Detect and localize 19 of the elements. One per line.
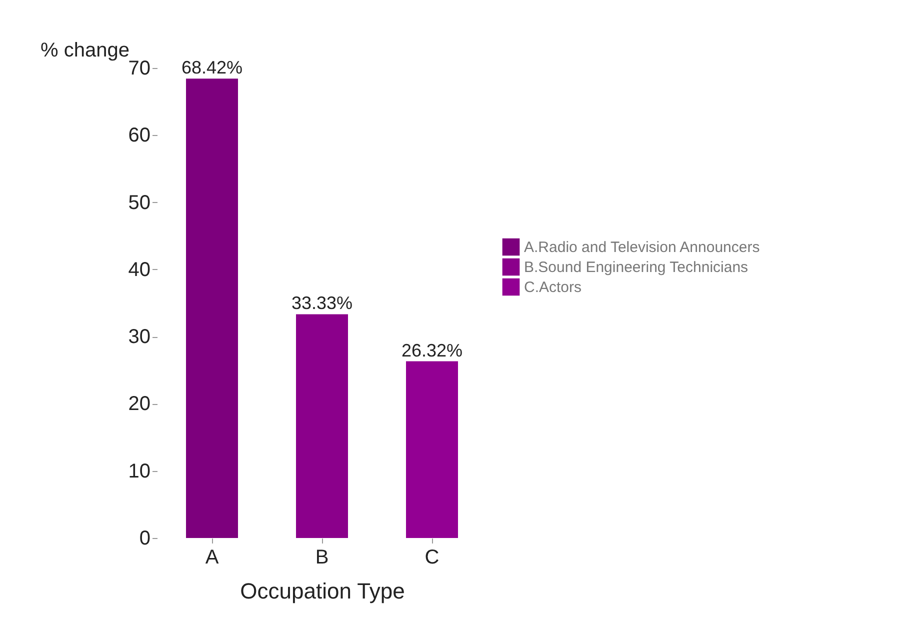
y-tick-label: 20 bbox=[128, 393, 150, 416]
x-tick-label: C bbox=[424, 546, 440, 568]
y-axis-title: % change bbox=[40, 40, 130, 62]
x-axis-title: Occupation Type bbox=[240, 578, 405, 604]
x-tick-label: A bbox=[205, 546, 220, 568]
legend-label: A.Radio and Television Announcers bbox=[524, 239, 760, 256]
data-label: 68.42% bbox=[181, 58, 243, 78]
y-tick-label: 0 bbox=[139, 528, 150, 550]
y-tick-label: 30 bbox=[128, 326, 150, 348]
legend-label: B.Sound Engineering Technicians bbox=[524, 259, 748, 276]
y-tick-label: 50 bbox=[128, 192, 150, 214]
y-tick-label: 40 bbox=[128, 258, 150, 281]
data-label: 33.33% bbox=[291, 293, 353, 314]
data-label: 26.32% bbox=[401, 340, 463, 360]
y-tick-label: 60 bbox=[128, 124, 150, 147]
y-tick-label: 70 bbox=[128, 58, 150, 80]
y-tick-label: 10 bbox=[128, 460, 150, 482]
legend-label: C.Actors bbox=[524, 279, 582, 296]
x-tick-label: B bbox=[315, 546, 329, 568]
